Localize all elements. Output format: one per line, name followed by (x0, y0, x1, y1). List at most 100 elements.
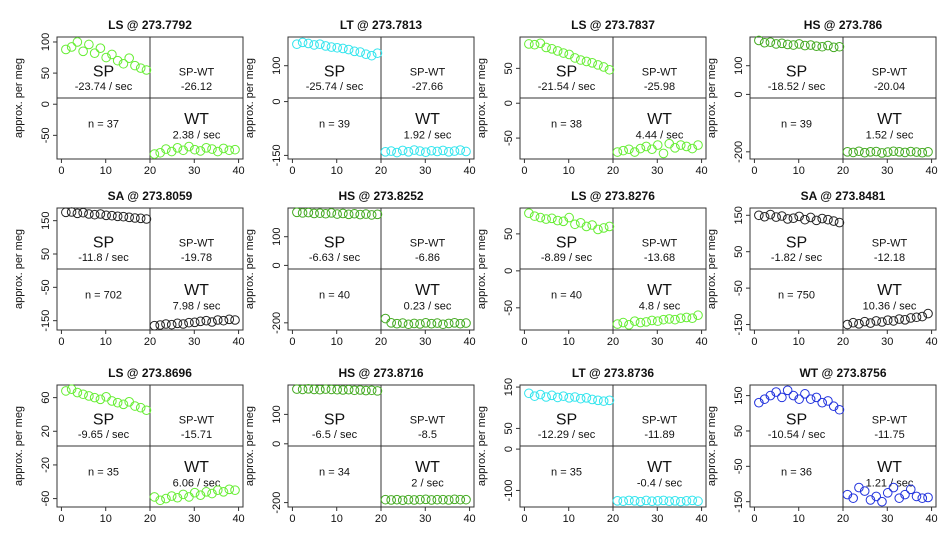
point (635, 143, 646, 154)
point (61, 386, 71, 396)
point (854, 482, 864, 493)
point (570, 219, 580, 230)
point (641, 317, 652, 327)
x-tick-label: 40 (463, 513, 475, 525)
x-tick-label: 20 (144, 165, 156, 177)
point (420, 147, 431, 157)
n-count: n = 39 (319, 119, 350, 131)
point (587, 220, 597, 230)
point (604, 395, 615, 406)
point (101, 391, 111, 402)
point (754, 35, 764, 46)
point (658, 148, 669, 159)
point (355, 385, 365, 395)
panel-title: LS @ 273.7837 (571, 18, 655, 32)
point (461, 146, 471, 157)
point (89, 392, 100, 403)
y-axis-label: approx. per meg (706, 58, 718, 138)
point (570, 392, 580, 402)
x-tick-label: 30 (419, 513, 431, 525)
point (871, 316, 882, 326)
x-tick-label: 20 (375, 165, 387, 177)
point (415, 319, 425, 329)
y-tick-label: 50 (733, 425, 745, 437)
point (865, 147, 876, 157)
point (670, 143, 680, 153)
point (558, 48, 569, 58)
diff-label: SP-WT (410, 66, 446, 78)
point (788, 213, 799, 223)
point (230, 485, 240, 495)
sp-rate: -9.65 / sec (78, 429, 130, 441)
point (309, 384, 319, 395)
point (118, 211, 129, 222)
point (218, 487, 229, 497)
panel-title: LS @ 273.8696 (108, 366, 192, 380)
point (652, 140, 663, 150)
x-tick-label: 30 (651, 165, 663, 177)
point (361, 209, 371, 219)
point (693, 496, 703, 507)
point (842, 489, 853, 500)
point (848, 317, 858, 328)
point (349, 46, 360, 57)
point (675, 496, 686, 507)
y-axis-label: approx. per meg (706, 229, 718, 309)
point (805, 212, 816, 223)
point (315, 384, 325, 395)
y-tick-label: 0 (271, 262, 283, 268)
point (149, 492, 160, 502)
point (823, 396, 833, 406)
diff-label: SP-WT (872, 66, 908, 78)
y-tick-label: 100 (271, 228, 283, 246)
point (172, 318, 183, 329)
x-tick-label: 30 (651, 513, 663, 525)
point (403, 147, 414, 157)
point (78, 46, 88, 57)
point (693, 140, 703, 150)
x-tick-label: 30 (188, 513, 200, 525)
point (184, 492, 194, 502)
point (777, 211, 787, 221)
point (397, 495, 408, 506)
sp-rate: -25.74 / sec (306, 81, 364, 93)
y-tick-label: 50 (733, 246, 745, 258)
y-tick-label: 100 (40, 33, 52, 51)
y-tick-label: -200 (271, 312, 283, 334)
y-tick-label: -200 (271, 492, 283, 514)
point (292, 384, 302, 394)
wt-rate: 2 / sec (411, 478, 444, 490)
point (923, 492, 933, 503)
diff-label: SP-WT (872, 414, 908, 426)
point (681, 495, 692, 506)
y-axis-label: approx. per meg (476, 406, 488, 486)
panel-title: HS @ 273.8716 (338, 366, 423, 380)
point (84, 39, 94, 50)
diff-label: SP-WT (410, 414, 446, 426)
sp-rate: -12.29 / sec (538, 429, 596, 441)
y-tick-label: 0 (733, 91, 745, 97)
point (865, 495, 876, 505)
point (89, 48, 100, 58)
point (842, 319, 853, 330)
y-tick-label: 50 (40, 67, 52, 79)
diff-value: -15.71 (181, 429, 212, 441)
point (888, 146, 899, 157)
point (834, 404, 845, 415)
x-tick-label: 10 (331, 165, 343, 177)
point (178, 319, 189, 329)
n-count: n = 35 (551, 467, 582, 479)
point (782, 385, 793, 396)
point (326, 42, 337, 52)
point (593, 395, 603, 406)
point (598, 396, 609, 406)
point (149, 320, 160, 331)
point (372, 209, 383, 220)
panel-title: HS @ 273.786 (804, 18, 883, 32)
point (547, 213, 557, 224)
point (894, 493, 905, 503)
point (224, 484, 235, 495)
wt-label: WT (415, 111, 440, 128)
x-tick-label: 40 (463, 165, 475, 177)
y-axis-label: approx. per meg (13, 58, 25, 138)
